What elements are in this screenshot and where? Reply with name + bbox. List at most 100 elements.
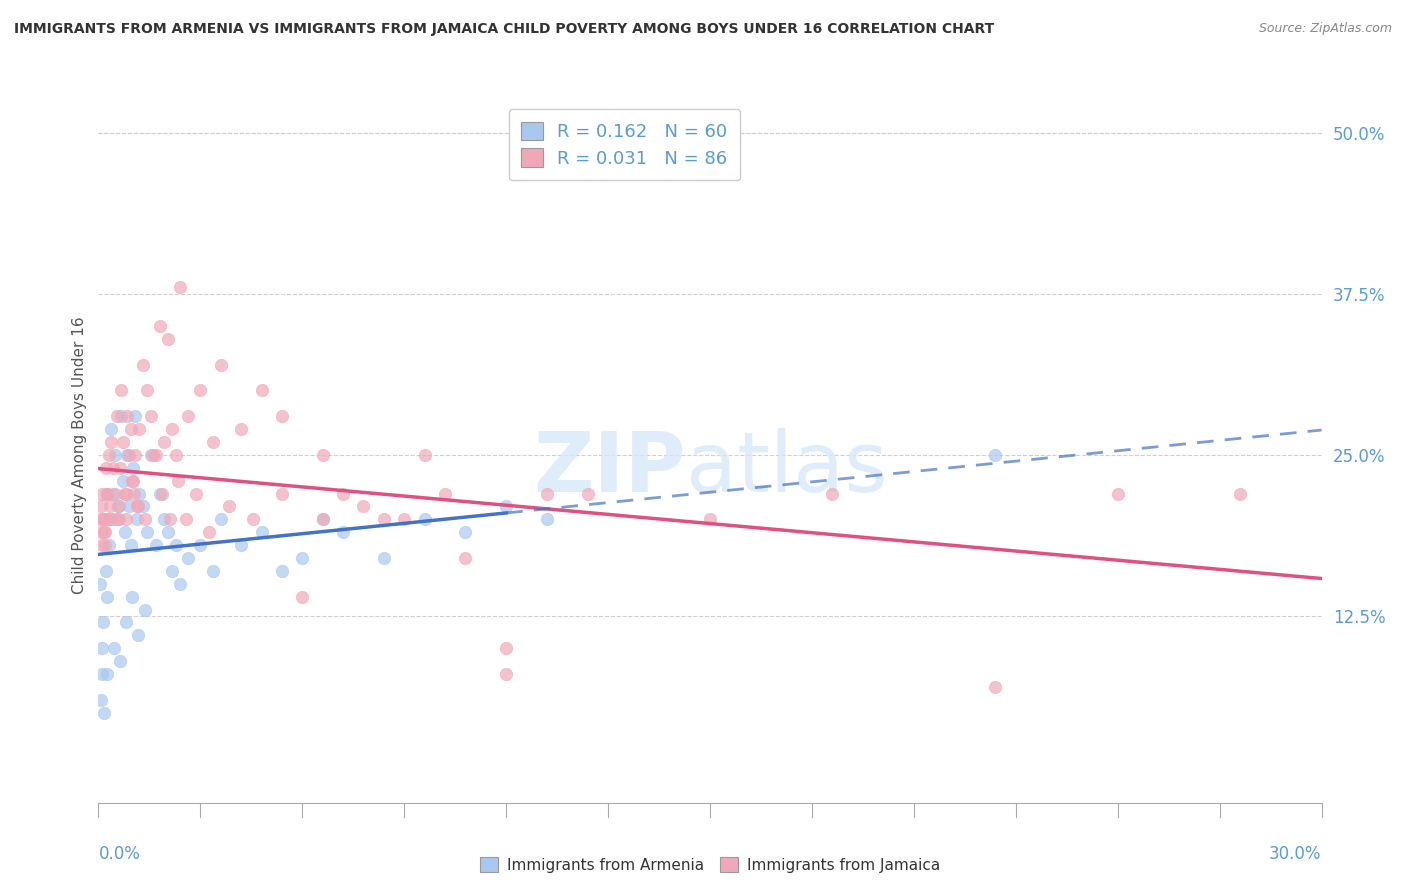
Point [392, 512, 416, 526]
Point [101, 460, 124, 475]
Point [100, 435, 122, 450]
Point [96, 486, 118, 500]
Point [93, 525, 115, 540]
Point [118, 448, 141, 462]
Point [984, 680, 1007, 694]
Point [1229, 486, 1251, 500]
Point [159, 512, 181, 526]
Point [150, 486, 173, 500]
Point [124, 409, 146, 424]
Point [111, 474, 134, 488]
Point [114, 486, 136, 500]
Point [352, 500, 374, 514]
Point [90, 641, 112, 656]
Text: IMMIGRANTS FROM ARMENIA VS IMMIGRANTS FROM JAMAICA CHILD POVERTY AMONG BOYS UNDE: IMMIGRANTS FROM ARMENIA VS IMMIGRANTS FR… [14, 22, 994, 37]
Point [152, 512, 174, 526]
Point [145, 538, 167, 552]
Point [94, 538, 117, 552]
Point [94, 564, 117, 578]
Point [108, 460, 131, 475]
Point [141, 448, 163, 462]
Point [242, 512, 264, 526]
Point [127, 500, 149, 514]
Point [96, 512, 118, 526]
Point [97, 448, 120, 462]
Legend: Immigrants from Armenia, Immigrants from Jamaica: Immigrants from Armenia, Immigrants from… [474, 850, 946, 879]
Point [127, 500, 149, 514]
Point [231, 422, 253, 436]
Point [312, 512, 335, 526]
Point [821, 486, 844, 500]
Point [94, 460, 117, 475]
Point [108, 654, 131, 668]
Point [91, 615, 114, 630]
Point [291, 590, 314, 604]
Point [93, 512, 115, 526]
Point [105, 512, 128, 526]
Point [98, 512, 121, 526]
Point [165, 538, 187, 552]
Point [167, 474, 190, 488]
Point [209, 358, 232, 372]
Y-axis label: Child Poverty Among Boys Under 16: Child Poverty Among Boys Under 16 [72, 316, 87, 594]
Point [122, 486, 145, 500]
Point [291, 551, 314, 566]
Point [120, 422, 142, 436]
Point [115, 448, 138, 462]
Point [231, 538, 253, 552]
Point [104, 448, 127, 462]
Point [197, 525, 219, 540]
Point [120, 538, 142, 552]
Point [132, 500, 155, 514]
Point [98, 512, 121, 526]
Point [536, 512, 558, 526]
Point [576, 486, 599, 500]
Point [250, 525, 273, 540]
Point [1107, 486, 1129, 500]
Point [136, 384, 159, 398]
Point [104, 486, 127, 500]
Point [332, 525, 354, 540]
Point [699, 512, 721, 526]
Point [93, 525, 115, 540]
Point [145, 448, 167, 462]
Point [96, 590, 118, 604]
Point [132, 358, 155, 372]
Text: 30.0%: 30.0% [1270, 845, 1322, 863]
Point [114, 512, 136, 526]
Point [373, 512, 395, 526]
Point [111, 435, 134, 450]
Point [134, 512, 156, 526]
Point [110, 409, 132, 424]
Point [103, 641, 125, 656]
Point [121, 590, 143, 604]
Point [128, 422, 150, 436]
Point [373, 551, 395, 566]
Point [209, 512, 232, 526]
Point [128, 486, 150, 500]
Point [97, 538, 120, 552]
Point [152, 435, 174, 450]
Point [103, 512, 125, 526]
Point [134, 602, 156, 616]
Point [177, 409, 200, 424]
Point [90, 692, 112, 706]
Point [91, 512, 114, 526]
Point [90, 500, 112, 514]
Point [89, 512, 111, 526]
Point [188, 538, 212, 552]
Point [93, 706, 115, 720]
Point [174, 512, 197, 526]
Text: Source: ZipAtlas.com: Source: ZipAtlas.com [1258, 22, 1392, 36]
Point [98, 500, 121, 514]
Point [186, 486, 208, 500]
Point [250, 384, 273, 398]
Point [156, 525, 179, 540]
Point [91, 667, 114, 681]
Point [218, 500, 240, 514]
Point [160, 564, 183, 578]
Point [124, 448, 146, 462]
Point [984, 448, 1007, 462]
Text: ZIP: ZIP [533, 428, 686, 509]
Point [169, 576, 191, 591]
